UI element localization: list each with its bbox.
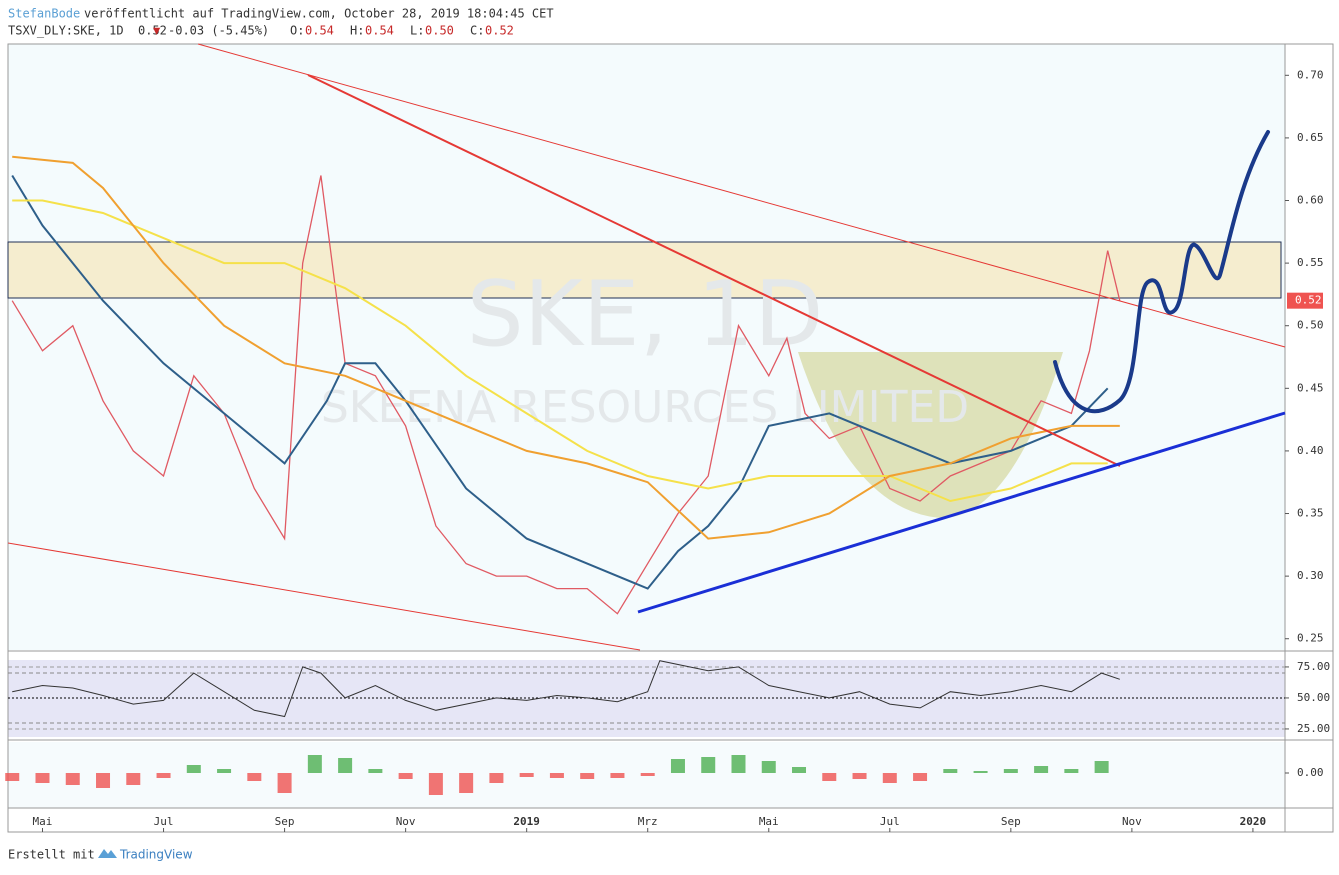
projection-path <box>1053 130 1270 414</box>
histogram-bar <box>519 773 534 777</box>
price-pane <box>8 44 1285 650</box>
y-tick-label: 0.35 <box>1297 507 1324 520</box>
histogram-bar <box>126 773 141 785</box>
histogram-bar <box>882 773 897 783</box>
histogram-bar <box>5 773 20 781</box>
histogram-bar <box>973 771 988 773</box>
y-tick-label: 75.00 <box>1297 660 1330 673</box>
series-line <box>12 660 1120 718</box>
trendline <box>307 74 1121 467</box>
histogram-bar <box>277 773 292 793</box>
y-tick-label: 0.40 <box>1297 444 1324 457</box>
trendline <box>637 411 1286 614</box>
y-tick-label: 50.00 <box>1297 691 1330 704</box>
last-price-label: 0.52 <box>1295 294 1322 307</box>
series-line <box>12 199 1108 503</box>
series-line <box>11 174 1109 590</box>
y-tick-label: 0.50 <box>1297 319 1324 332</box>
histogram-bar <box>1094 761 1109 773</box>
trendline <box>197 43 1286 348</box>
ohlc-value: 0.52 <box>485 24 514 38</box>
histogram-bar <box>549 773 564 778</box>
histogram-bar <box>1003 769 1018 773</box>
histogram-bar <box>428 773 443 795</box>
histogram-bar <box>580 773 595 779</box>
histogram-bar <box>913 773 928 781</box>
histogram-bar <box>761 761 776 773</box>
histogram-bar <box>35 773 50 783</box>
ohlc-value: 0.50 <box>425 24 454 38</box>
brand-logo <box>98 849 117 858</box>
x-tick-label: Mrz <box>638 815 658 828</box>
histogram-bar <box>1034 766 1049 773</box>
watermark-name: SKEENA RESOURCES LIMITED <box>321 382 969 433</box>
histogram-bar <box>307 755 322 773</box>
x-tick-label: Mai <box>759 815 779 828</box>
histogram-bar <box>156 773 171 778</box>
series-line <box>12 155 1120 540</box>
x-tick-label: Jul <box>880 815 900 828</box>
ohlc-label: C: <box>470 24 484 38</box>
y-tick-label: 0.60 <box>1297 194 1324 207</box>
x-tick-label: Nov <box>1122 815 1142 828</box>
y-tick-label: 0.25 <box>1297 632 1324 645</box>
last-price-box <box>1287 292 1323 309</box>
y-tick-label: 0.00 <box>1297 766 1324 779</box>
footer-text: Erstellt mit <box>8 848 95 862</box>
x-tick-label: 2020 <box>1240 815 1267 828</box>
ohlc-value: 0.54 <box>365 24 394 38</box>
histogram-bar <box>731 755 746 773</box>
x-tick-label: Sep <box>275 815 295 828</box>
y-tick-label: 0.55 <box>1297 256 1324 269</box>
ohlc-value: 0.54 <box>305 24 334 38</box>
x-tick-label: Nov <box>396 815 416 828</box>
histogram-bar <box>398 773 413 779</box>
change: -0.03 (-5.45%) <box>168 24 269 38</box>
histogram-bar <box>459 773 474 793</box>
ohlc-label: H: <box>350 24 364 38</box>
footer-brand: TradingView <box>119 848 193 862</box>
histogram-bar <box>368 769 383 773</box>
frame <box>7 43 1334 833</box>
histogram-bar <box>96 773 111 788</box>
histogram-bar <box>217 769 232 773</box>
symbol: TSXV_DLY:SKE, 1D <box>8 24 124 38</box>
histogram-bar <box>792 767 807 773</box>
author: StefanBode <box>8 7 80 21</box>
resistance-zone <box>7 241 1282 299</box>
ohlc-label: O: <box>290 24 304 38</box>
histogram-bar <box>338 758 353 773</box>
histogram-bar <box>943 769 958 773</box>
y-tick-label: 0.70 <box>1297 68 1324 81</box>
x-tick-label: Mai <box>33 815 53 828</box>
histogram-bar <box>489 773 504 783</box>
y-tick-label: 25.00 <box>1297 722 1330 735</box>
histogram-bar <box>610 773 625 778</box>
histogram-bar <box>701 757 716 773</box>
ohlc-label: L: <box>410 24 424 38</box>
y-tick-label: 0.45 <box>1297 381 1324 394</box>
down-arrow: ▼ <box>153 24 161 38</box>
histogram-bar <box>822 773 837 781</box>
published: veröffentlicht auf TradingView.com, Octo… <box>84 7 554 21</box>
trendline <box>7 542 641 651</box>
histogram-bar <box>65 773 80 785</box>
series-line <box>11 175 1121 615</box>
histogram-bar <box>640 773 655 776</box>
rsi-band <box>8 660 1285 737</box>
histogram-bar <box>670 759 685 773</box>
watermark-symbol: SKE, 1D <box>467 262 824 367</box>
y-tick-label: 0.65 <box>1297 131 1324 144</box>
histogram-bar <box>1064 769 1079 773</box>
price: 0.52 <box>138 24 167 38</box>
x-tick-label: 2019 <box>513 815 540 828</box>
y-tick-label: 0.30 <box>1297 569 1324 582</box>
x-tick-label: Jul <box>154 815 174 828</box>
histogram-bar <box>852 773 867 779</box>
histogram-bar <box>247 773 262 781</box>
histogram-bar <box>186 765 201 773</box>
x-tick-label: Sep <box>1001 815 1021 828</box>
